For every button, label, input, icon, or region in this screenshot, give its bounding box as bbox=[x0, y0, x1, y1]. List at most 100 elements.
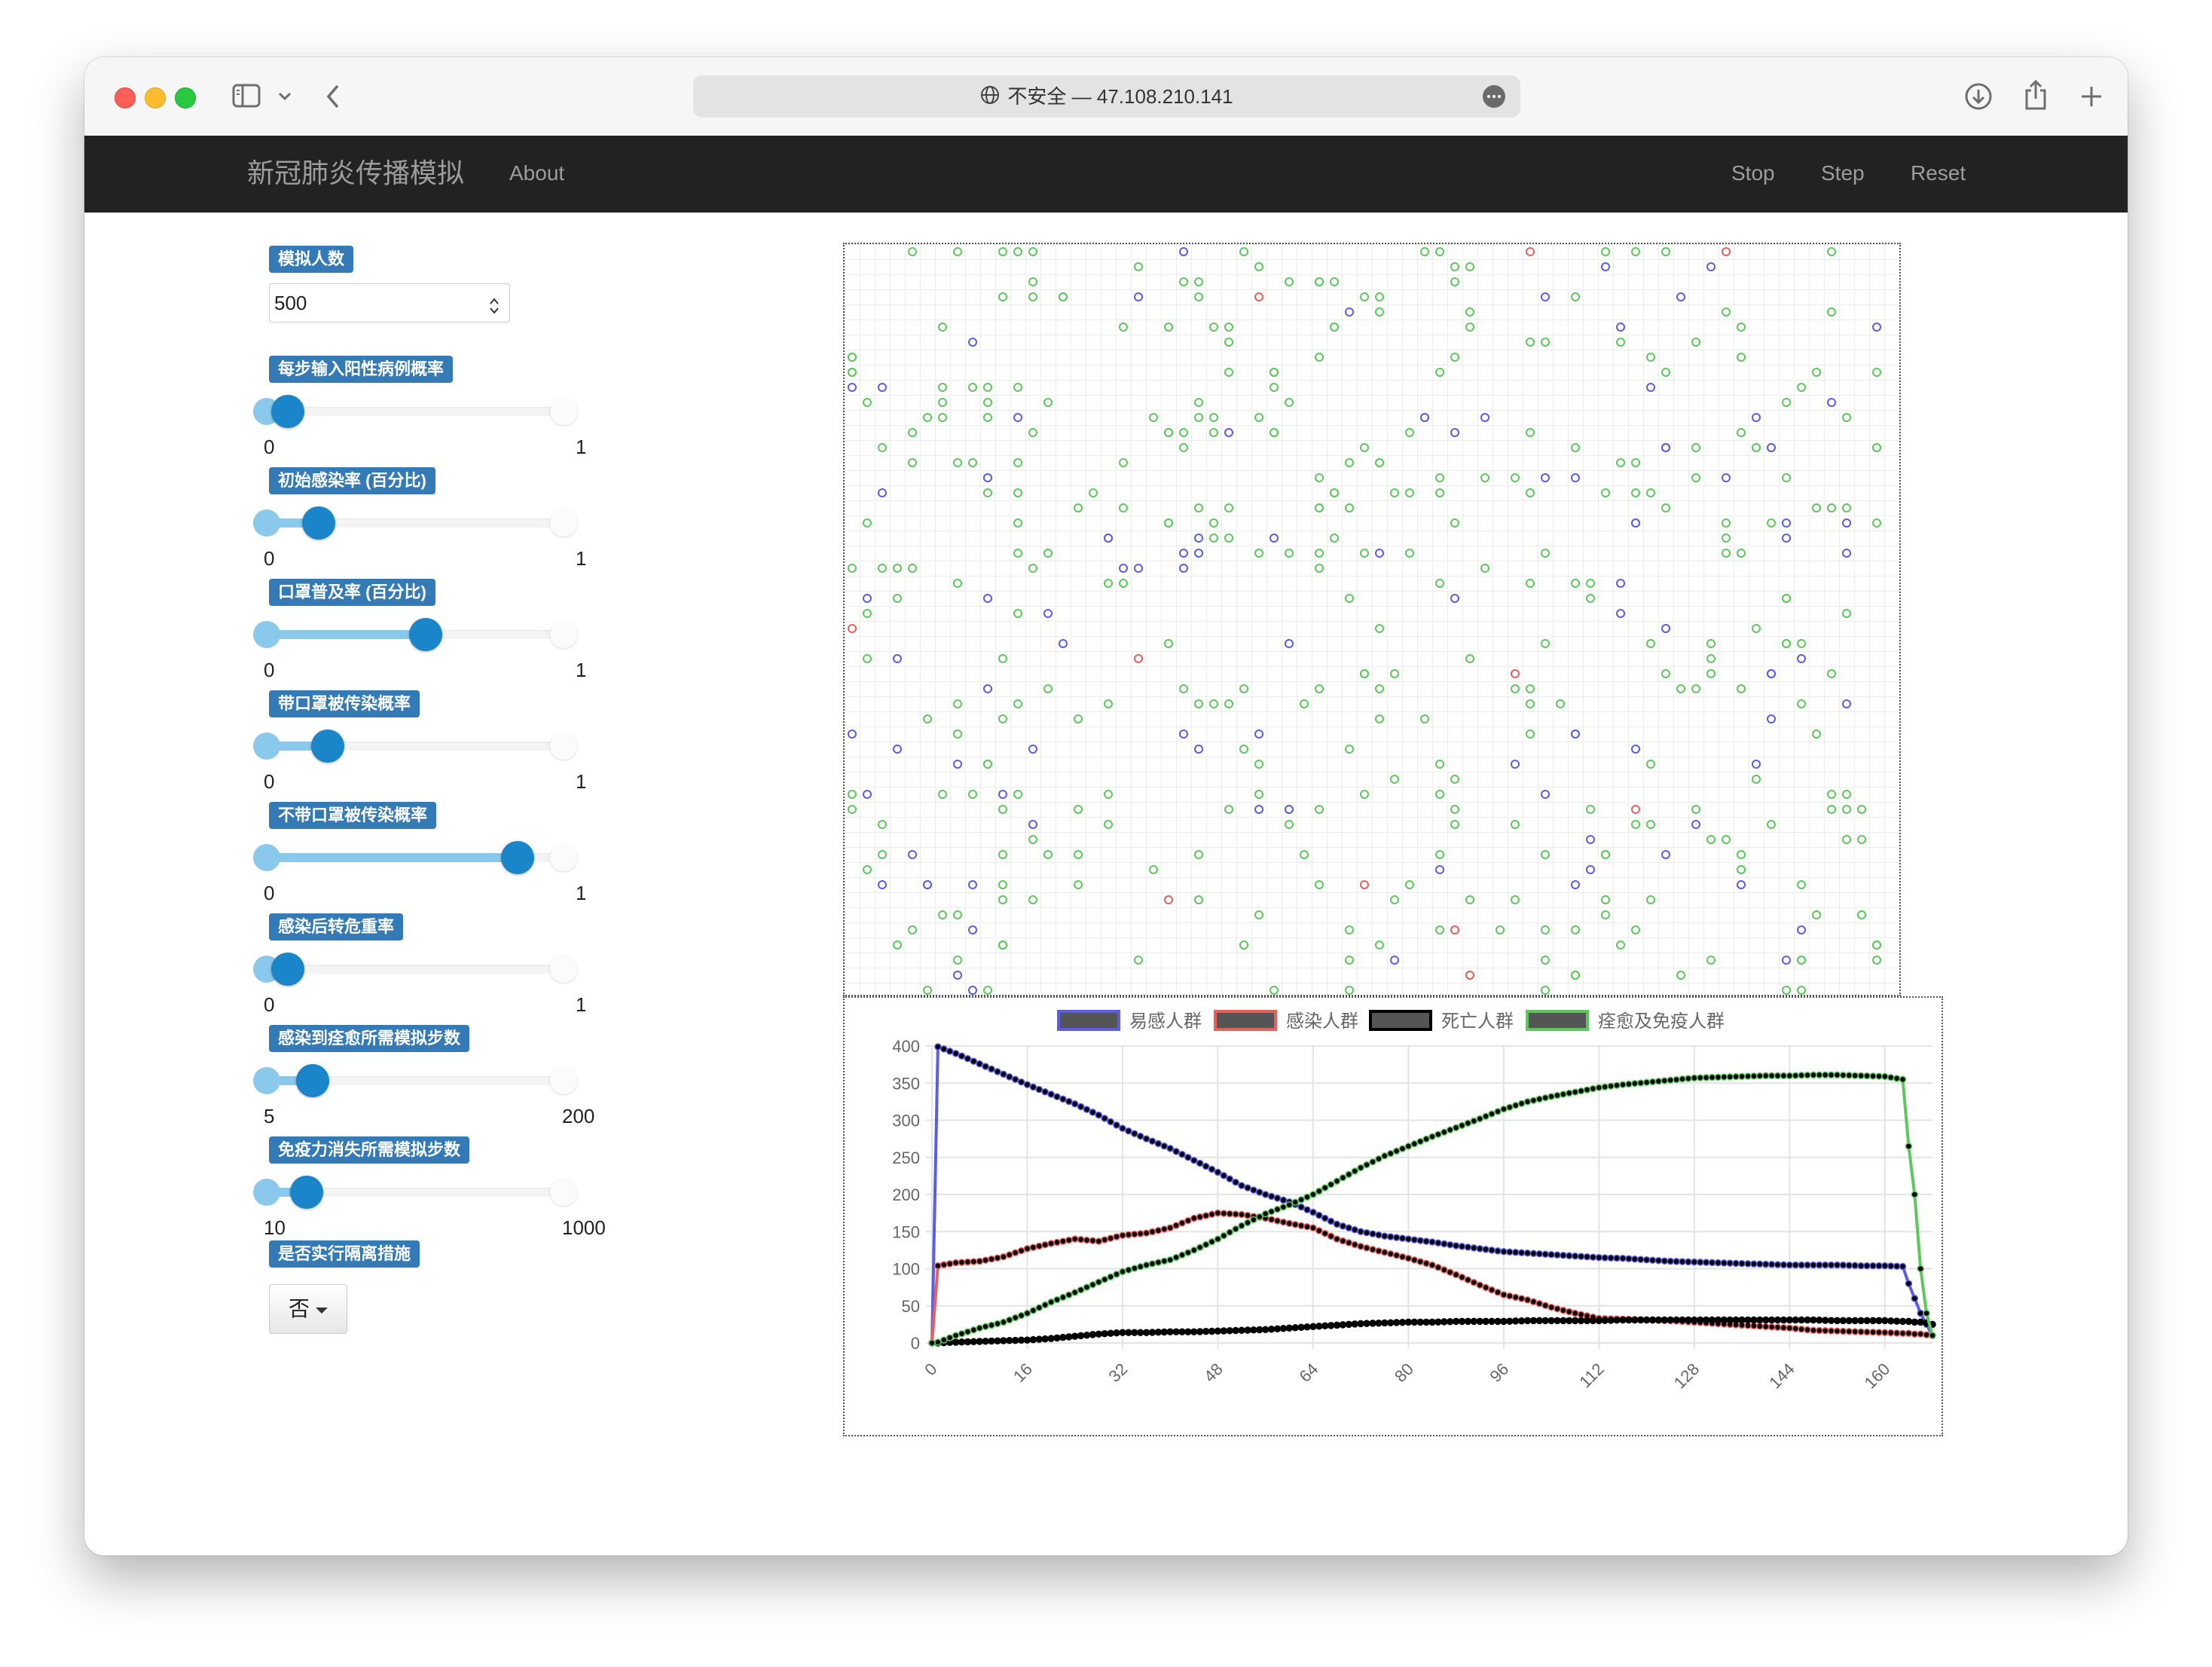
legend-swatch[interactable] bbox=[1526, 1010, 1589, 1031]
stop-button[interactable]: Stop bbox=[1731, 161, 1775, 185]
slider-max-handle[interactable] bbox=[550, 1067, 577, 1094]
legend-label[interactable]: 感染人群 bbox=[1286, 1011, 1358, 1032]
susceptible-agent bbox=[1631, 745, 1640, 754]
slider-knob[interactable] bbox=[295, 1064, 329, 1097]
nav-about[interactable]: About bbox=[509, 161, 565, 185]
data-point bbox=[1244, 1326, 1251, 1334]
zoom-window-button[interactable] bbox=[175, 87, 196, 109]
legend-label[interactable]: 死亡人群 bbox=[1441, 1011, 1514, 1032]
slider-knob[interactable] bbox=[311, 730, 345, 763]
recovered-agent bbox=[1737, 684, 1746, 693]
recovered-agent bbox=[1375, 941, 1384, 950]
slider-knob[interactable] bbox=[301, 506, 335, 540]
slider-max-handle[interactable] bbox=[550, 1179, 577, 1206]
susceptible-agent bbox=[1043, 609, 1053, 618]
slider-max-handle[interactable] bbox=[550, 956, 577, 983]
close-window-button[interactable] bbox=[115, 87, 136, 109]
slider-8[interactable] bbox=[253, 1176, 577, 1209]
slider-knob[interactable] bbox=[271, 953, 305, 986]
sidebar-icon[interactable] bbox=[232, 83, 262, 114]
slider-1[interactable] bbox=[253, 395, 577, 428]
data-point bbox=[1845, 1072, 1853, 1079]
susceptible-agent bbox=[1767, 443, 1776, 452]
slider-5[interactable] bbox=[253, 841, 577, 874]
slider-track[interactable] bbox=[262, 407, 568, 416]
back-icon[interactable] bbox=[324, 83, 342, 114]
address-bar[interactable]: 不安全 — 47.108.210.141 bbox=[693, 75, 1520, 118]
slider-knob[interactable] bbox=[409, 618, 442, 651]
data-point bbox=[1309, 1191, 1317, 1198]
slider-6[interactable] bbox=[253, 953, 577, 986]
slider-2[interactable] bbox=[253, 506, 577, 540]
slider-max-handle[interactable] bbox=[550, 509, 577, 537]
recovered-agent bbox=[1405, 880, 1414, 889]
recovered-agent bbox=[1782, 398, 1791, 407]
data-point bbox=[1446, 1268, 1454, 1276]
recovered-agent bbox=[1405, 428, 1414, 437]
slider-knob[interactable] bbox=[500, 841, 534, 874]
recovered-agent bbox=[1496, 925, 1505, 934]
susceptible-agent bbox=[1722, 473, 1731, 482]
legend-swatch[interactable] bbox=[1369, 1010, 1432, 1031]
recovered-agent bbox=[1224, 805, 1233, 814]
data-point bbox=[1065, 1236, 1073, 1244]
slider-track[interactable] bbox=[262, 1188, 568, 1197]
data-point bbox=[1154, 1259, 1163, 1266]
step-button[interactable]: Step bbox=[1821, 161, 1865, 185]
slider-3[interactable] bbox=[253, 618, 577, 651]
slider-max-handle[interactable] bbox=[550, 398, 577, 425]
recovered-agent bbox=[1028, 428, 1037, 437]
slider-knob[interactable] bbox=[271, 395, 305, 428]
slider-min-handle[interactable] bbox=[253, 621, 280, 648]
data-point bbox=[970, 1326, 978, 1334]
slider-min-handle[interactable] bbox=[253, 733, 280, 760]
brand-title[interactable]: 新冠肺炎传播模拟 bbox=[247, 158, 465, 188]
data-point bbox=[1917, 1309, 1924, 1317]
slider-min-handle[interactable] bbox=[253, 1067, 280, 1094]
legend-swatch[interactable] bbox=[1057, 1010, 1120, 1031]
susceptible-agent bbox=[968, 986, 977, 995]
data-point bbox=[1059, 1095, 1067, 1103]
data-point bbox=[1089, 1331, 1097, 1338]
slider-7[interactable] bbox=[253, 1064, 577, 1097]
data-point bbox=[988, 1255, 995, 1263]
population-input[interactable]: 500 bbox=[269, 283, 510, 323]
data-point bbox=[1441, 1240, 1448, 1248]
slider-max-handle[interactable] bbox=[550, 844, 577, 871]
minimize-window-button[interactable] bbox=[145, 87, 166, 109]
slider-max-handle[interactable] bbox=[550, 733, 577, 760]
data-point bbox=[1756, 1323, 1764, 1330]
slider-min-handle[interactable] bbox=[253, 844, 280, 871]
new-tab-icon[interactable] bbox=[2078, 83, 2105, 114]
reset-button[interactable]: Reset bbox=[1911, 161, 1966, 185]
recovered-agent bbox=[1872, 518, 1881, 528]
data-point bbox=[1595, 1084, 1603, 1091]
infected-agent bbox=[1450, 925, 1459, 934]
data-point bbox=[1679, 1316, 1686, 1324]
susceptible-agent bbox=[1706, 262, 1716, 271]
data-point bbox=[1577, 1087, 1585, 1095]
spinner-icon[interactable] bbox=[487, 292, 502, 314]
isolation-dropdown[interactable]: 否 bbox=[269, 1284, 347, 1334]
slider-max-handle[interactable] bbox=[550, 621, 577, 648]
slider-track[interactable] bbox=[262, 965, 568, 974]
data-point bbox=[1386, 1250, 1395, 1258]
chevron-down-icon[interactable] bbox=[277, 90, 292, 106]
legend-label[interactable]: 痊愈及免疫人群 bbox=[1598, 1011, 1725, 1032]
data-point bbox=[1845, 1327, 1853, 1335]
download-icon[interactable] bbox=[1963, 81, 1994, 115]
share-icon[interactable] bbox=[2022, 78, 2049, 115]
more-icon[interactable] bbox=[1483, 85, 1505, 108]
slider-min-handle[interactable] bbox=[253, 1179, 280, 1206]
recovered-agent bbox=[1164, 518, 1173, 528]
slider-knob[interactable] bbox=[289, 1176, 323, 1209]
legend-label[interactable]: 易感人群 bbox=[1129, 1011, 1202, 1032]
susceptible-agent bbox=[1511, 760, 1520, 769]
legend-swatch[interactable] bbox=[1214, 1010, 1277, 1031]
slider-min-handle[interactable] bbox=[253, 509, 280, 537]
data-point bbox=[1303, 1193, 1311, 1201]
data-point bbox=[1661, 1077, 1669, 1084]
slider-track[interactable] bbox=[262, 1076, 568, 1085]
slider-4[interactable] bbox=[253, 730, 577, 763]
slider-track[interactable] bbox=[262, 518, 568, 528]
